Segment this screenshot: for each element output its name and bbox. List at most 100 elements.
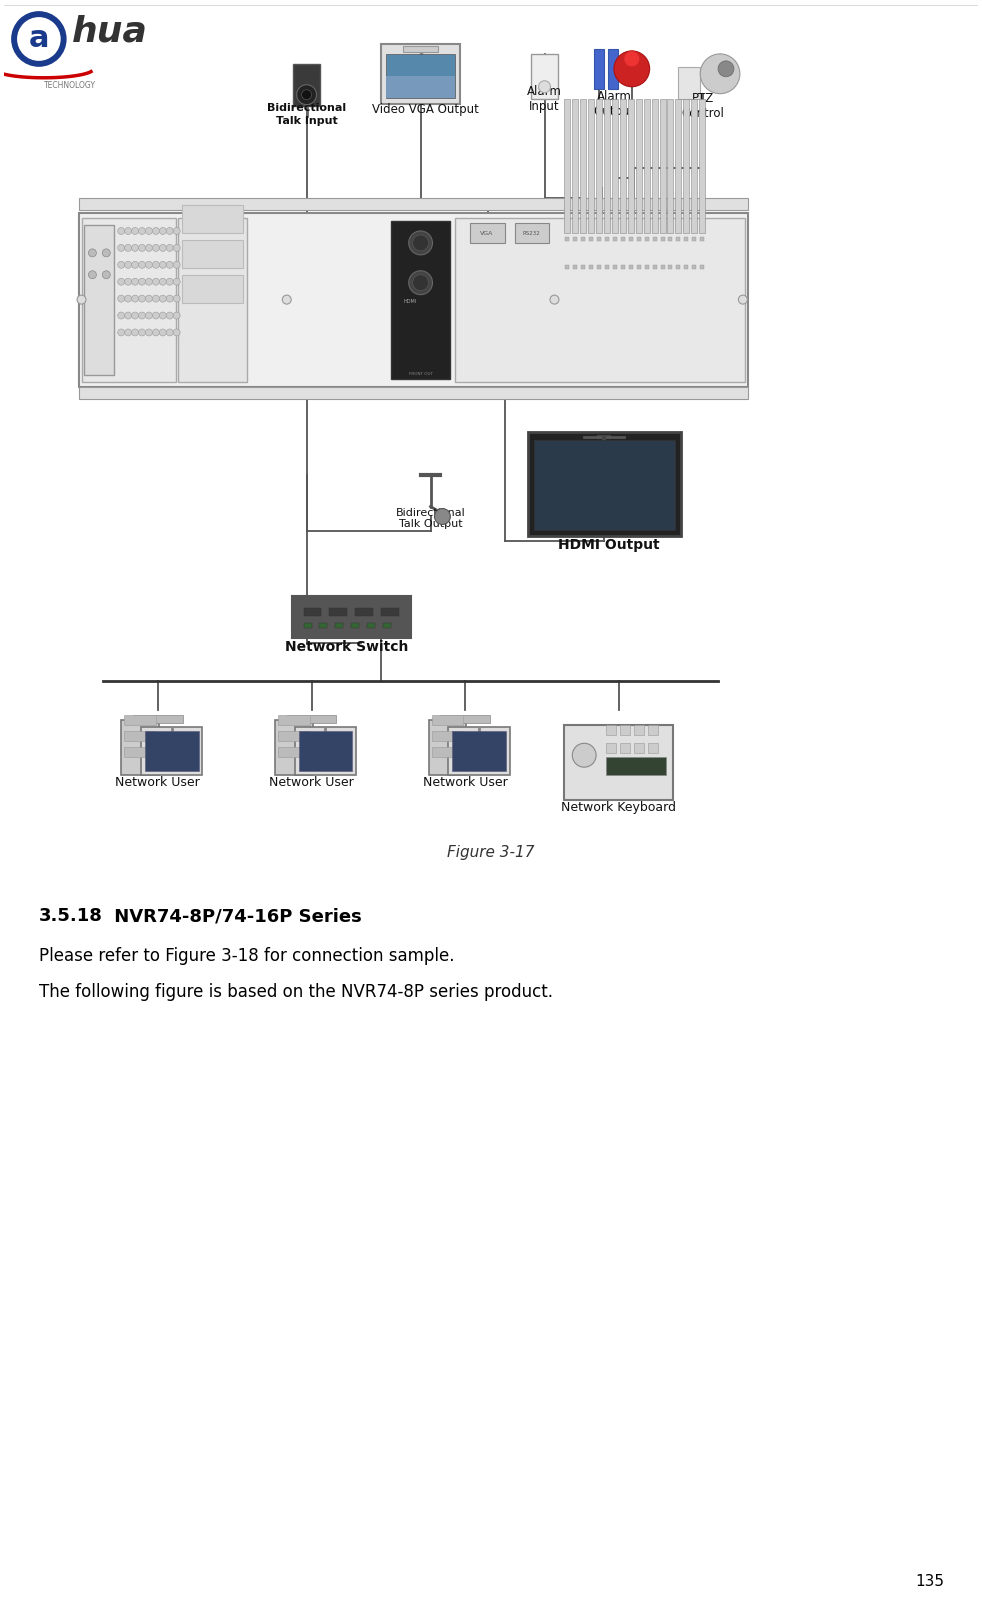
Bar xyxy=(606,744,616,753)
Circle shape xyxy=(166,278,173,285)
Circle shape xyxy=(700,54,739,94)
Bar xyxy=(612,99,618,233)
Circle shape xyxy=(132,245,138,251)
Bar xyxy=(515,222,550,243)
Bar xyxy=(633,726,643,736)
Circle shape xyxy=(152,296,159,302)
Circle shape xyxy=(145,227,152,235)
Bar xyxy=(628,237,632,241)
Circle shape xyxy=(11,11,67,67)
Circle shape xyxy=(173,312,180,320)
Text: Network User: Network User xyxy=(269,776,354,788)
Circle shape xyxy=(152,227,159,235)
Bar xyxy=(456,217,744,382)
Circle shape xyxy=(538,82,551,93)
Circle shape xyxy=(173,278,180,285)
Bar xyxy=(605,265,609,269)
Circle shape xyxy=(145,329,152,336)
Bar xyxy=(628,265,632,269)
Bar xyxy=(278,747,309,758)
Circle shape xyxy=(166,245,173,251)
Bar xyxy=(660,99,666,233)
Bar xyxy=(431,715,464,726)
Bar xyxy=(620,744,629,753)
Bar xyxy=(82,217,176,382)
Bar xyxy=(668,99,674,233)
Circle shape xyxy=(145,278,152,285)
Bar xyxy=(292,596,410,638)
Bar xyxy=(669,237,673,241)
Bar xyxy=(278,715,309,726)
Circle shape xyxy=(173,329,180,336)
Bar xyxy=(124,731,156,742)
Bar xyxy=(275,721,312,776)
Bar xyxy=(606,758,666,776)
Circle shape xyxy=(159,278,166,285)
Bar xyxy=(391,221,451,379)
Circle shape xyxy=(125,329,132,336)
Bar xyxy=(588,99,594,233)
Bar xyxy=(691,99,697,233)
Bar xyxy=(329,608,348,616)
Circle shape xyxy=(132,312,138,320)
Bar xyxy=(589,237,593,241)
Circle shape xyxy=(173,261,180,269)
Bar xyxy=(182,275,244,302)
Circle shape xyxy=(132,227,138,235)
Text: Figure 3-17: Figure 3-17 xyxy=(447,844,535,860)
Circle shape xyxy=(166,296,173,302)
Circle shape xyxy=(138,278,145,285)
Bar xyxy=(566,265,570,269)
Bar xyxy=(431,731,464,742)
Bar xyxy=(573,237,577,241)
Circle shape xyxy=(738,296,747,304)
Bar xyxy=(145,731,198,771)
Bar xyxy=(386,75,456,98)
Circle shape xyxy=(573,744,596,768)
Circle shape xyxy=(159,261,166,269)
Bar xyxy=(287,715,336,723)
Circle shape xyxy=(125,296,132,302)
Circle shape xyxy=(152,329,159,336)
Circle shape xyxy=(145,261,152,269)
Text: HDMI: HDMI xyxy=(404,299,417,304)
Bar xyxy=(533,440,676,531)
Circle shape xyxy=(614,51,650,86)
Bar xyxy=(645,265,649,269)
Circle shape xyxy=(152,245,159,251)
Text: VGA: VGA xyxy=(480,230,494,237)
Bar xyxy=(606,761,616,771)
Bar xyxy=(653,265,657,269)
Bar xyxy=(661,237,665,241)
Bar xyxy=(636,265,640,269)
Circle shape xyxy=(152,261,159,269)
Bar xyxy=(335,624,344,628)
Bar xyxy=(565,99,571,233)
Bar xyxy=(677,265,681,269)
Bar xyxy=(121,721,159,776)
Bar xyxy=(648,726,658,736)
Circle shape xyxy=(145,312,152,320)
Text: 135: 135 xyxy=(915,1573,944,1589)
Bar xyxy=(692,265,696,269)
Bar xyxy=(566,237,570,241)
Circle shape xyxy=(159,245,166,251)
Circle shape xyxy=(125,312,132,320)
Bar xyxy=(648,761,658,771)
Circle shape xyxy=(434,508,451,524)
Bar xyxy=(79,198,748,209)
Text: TECHNOLOGY: TECHNOLOGY xyxy=(44,82,96,90)
Circle shape xyxy=(145,245,152,251)
Bar xyxy=(581,265,585,269)
Bar xyxy=(428,721,466,776)
Bar xyxy=(605,237,609,241)
Circle shape xyxy=(409,230,432,254)
Bar xyxy=(633,744,643,753)
Bar xyxy=(182,205,244,233)
Bar xyxy=(299,731,353,771)
Text: PTZ
Control: PTZ Control xyxy=(682,91,725,120)
Bar xyxy=(573,99,578,233)
Bar xyxy=(700,265,704,269)
Circle shape xyxy=(138,245,145,251)
Bar xyxy=(606,726,616,736)
